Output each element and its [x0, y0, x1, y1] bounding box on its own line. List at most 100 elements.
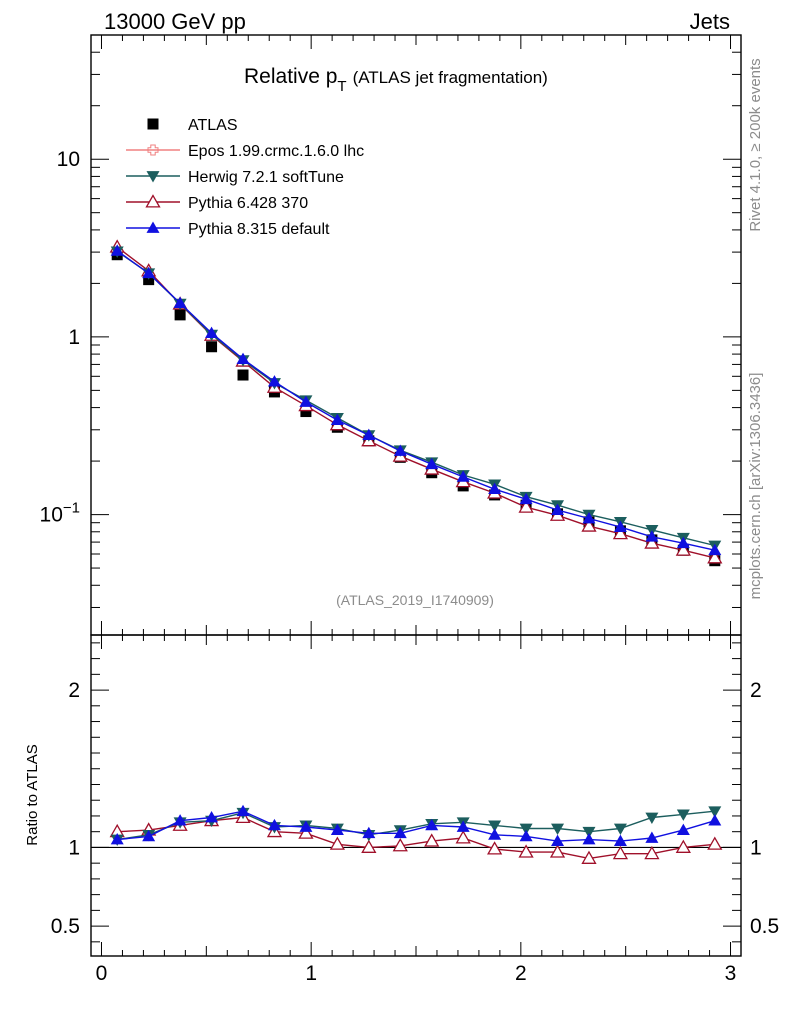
data-point	[645, 530, 659, 542]
data-point	[237, 369, 249, 381]
main-panel: 10 1 10−1	[40, 34, 742, 636]
legend-label: ATLAS	[188, 117, 238, 134]
ratio-data-point	[612, 845, 629, 860]
ratio-y-tick-label: 2	[68, 679, 80, 702]
x-tick-label: 2	[515, 962, 527, 985]
rivet-prefix: Rivet 4.1.0,	[747, 156, 764, 232]
chart-title-note: (ATLAS jet fragmentation)	[353, 68, 548, 87]
rivet-symbol: ≥	[747, 143, 764, 151]
header-category: Jets	[690, 9, 730, 34]
data-point	[236, 352, 250, 364]
legend-label: Herwig 7.2.1 softTune	[188, 169, 344, 186]
data-point	[205, 326, 219, 338]
data-point	[644, 535, 660, 549]
legend-label: Pythia 6.428 370	[188, 195, 308, 212]
series-pythia-8-315-default	[110, 244, 722, 556]
main-y-tick-label: 10	[57, 148, 80, 171]
ratio-data-point	[549, 844, 566, 858]
data-point	[362, 428, 376, 440]
ratio-axis-label: Ratio to ATLAS	[24, 744, 41, 845]
ratio-data-point	[236, 804, 250, 817]
mcplots-label: mcplots.cern.ch [arXiv:1306.3436]	[747, 373, 764, 600]
ratio-data-point	[424, 833, 440, 847]
ratio-y-tick-label-right: 0.5	[750, 915, 779, 938]
ratio-data-point	[455, 830, 471, 844]
data-point	[613, 520, 627, 532]
ratio-frame	[90, 634, 742, 957]
ratio-data-point	[173, 814, 187, 826]
ratio-data-point	[298, 825, 314, 839]
ratio-y-tick-label: 1	[68, 836, 80, 859]
ratio-data-point	[456, 820, 470, 832]
data-point	[142, 266, 156, 279]
ratio-y-tick-label-right: 2	[750, 679, 762, 702]
x-tick-label: 0	[96, 962, 108, 985]
x-tick-label: 1	[305, 962, 317, 985]
legend-marker	[146, 221, 160, 233]
ratio-data-point	[110, 833, 124, 845]
legend-marker	[147, 144, 159, 156]
chart-title-main: Relative p	[244, 65, 337, 88]
data-point	[267, 375, 281, 387]
data-point	[299, 395, 313, 407]
data-point	[456, 470, 470, 482]
rivet-suffix: 200k events	[747, 58, 764, 139]
legend: ATLAS Epos 1.99.crmc.1.6.0 lhc Herwig 7.2.…	[126, 117, 364, 238]
ratio-data-point	[329, 836, 345, 850]
series-herwig-7-2-1-softtune	[110, 246, 722, 552]
ratio-y-tick-label-right: 1	[750, 836, 762, 859]
legend-marker	[145, 194, 161, 208]
ratio-data-point	[551, 834, 565, 847]
ratio-data-point	[708, 814, 722, 826]
data-point	[330, 413, 344, 426]
ratio-data-point	[675, 839, 691, 853]
data-point	[708, 543, 722, 556]
ratio-data-point	[267, 818, 281, 831]
data-point	[174, 309, 186, 321]
ratio-panel: 0 1 2 3 0.5 0.5 1 1 2 2	[51, 634, 779, 985]
data-point	[707, 550, 723, 564]
data-point	[488, 482, 502, 495]
ratio-data-point	[362, 826, 376, 839]
ratio-data-point	[707, 836, 723, 850]
data-point	[551, 503, 565, 515]
main-y-tick-label: 10−1	[40, 500, 80, 527]
ratio-data-point	[519, 823, 533, 836]
legend-item: Epos 1.99.crmc.1.6.0 lhc	[126, 143, 364, 160]
rivet-label: Rivet 4.1.0, ≥ 200k events	[747, 58, 764, 231]
ratio-data-point	[299, 820, 313, 832]
ratio-y-tick-label: 0.5	[51, 915, 80, 938]
series-line	[116, 250, 715, 547]
ratio-data-point	[392, 838, 408, 852]
data-point	[519, 492, 533, 505]
ratio-data-point	[205, 811, 219, 823]
ratio-data-point	[487, 841, 503, 855]
data-point	[393, 444, 407, 456]
data-point	[581, 518, 597, 532]
ratio-data-point	[676, 809, 690, 821]
ratio-data-point	[582, 826, 596, 839]
series-pythia-6-428-370	[109, 239, 723, 564]
ratio-data-point	[519, 829, 533, 842]
ratio-data-point	[613, 834, 627, 847]
ratio-data-point	[582, 833, 596, 845]
ratio-data-point	[488, 828, 502, 840]
ratio-series-line	[117, 810, 716, 842]
analysis-id: (ATLAS_2019_I1740909)	[336, 592, 494, 608]
legend-marker	[147, 118, 159, 130]
main-y-tick-label: 1	[68, 326, 80, 349]
data-point	[582, 512, 596, 524]
ratio-data-point	[581, 850, 597, 864]
header-energy: 13000 GeV pp	[104, 9, 246, 34]
data-point	[110, 244, 124, 256]
chart-title: Relative pT (ATLAS jet fragmentation)	[244, 65, 548, 95]
ratio-data-point	[551, 823, 565, 836]
series-line	[116, 246, 715, 559]
legend-item: ATLAS	[147, 117, 238, 134]
ratio-series-pythia-8-315-default	[110, 804, 722, 847]
chart-title-subscript: T	[337, 78, 346, 95]
legend-label: Epos 1.99.crmc.1.6.0 lhc	[188, 143, 364, 160]
ratio-data-point	[361, 839, 377, 853]
ratio-data-point	[676, 823, 690, 835]
ratio-data-point	[142, 829, 156, 842]
